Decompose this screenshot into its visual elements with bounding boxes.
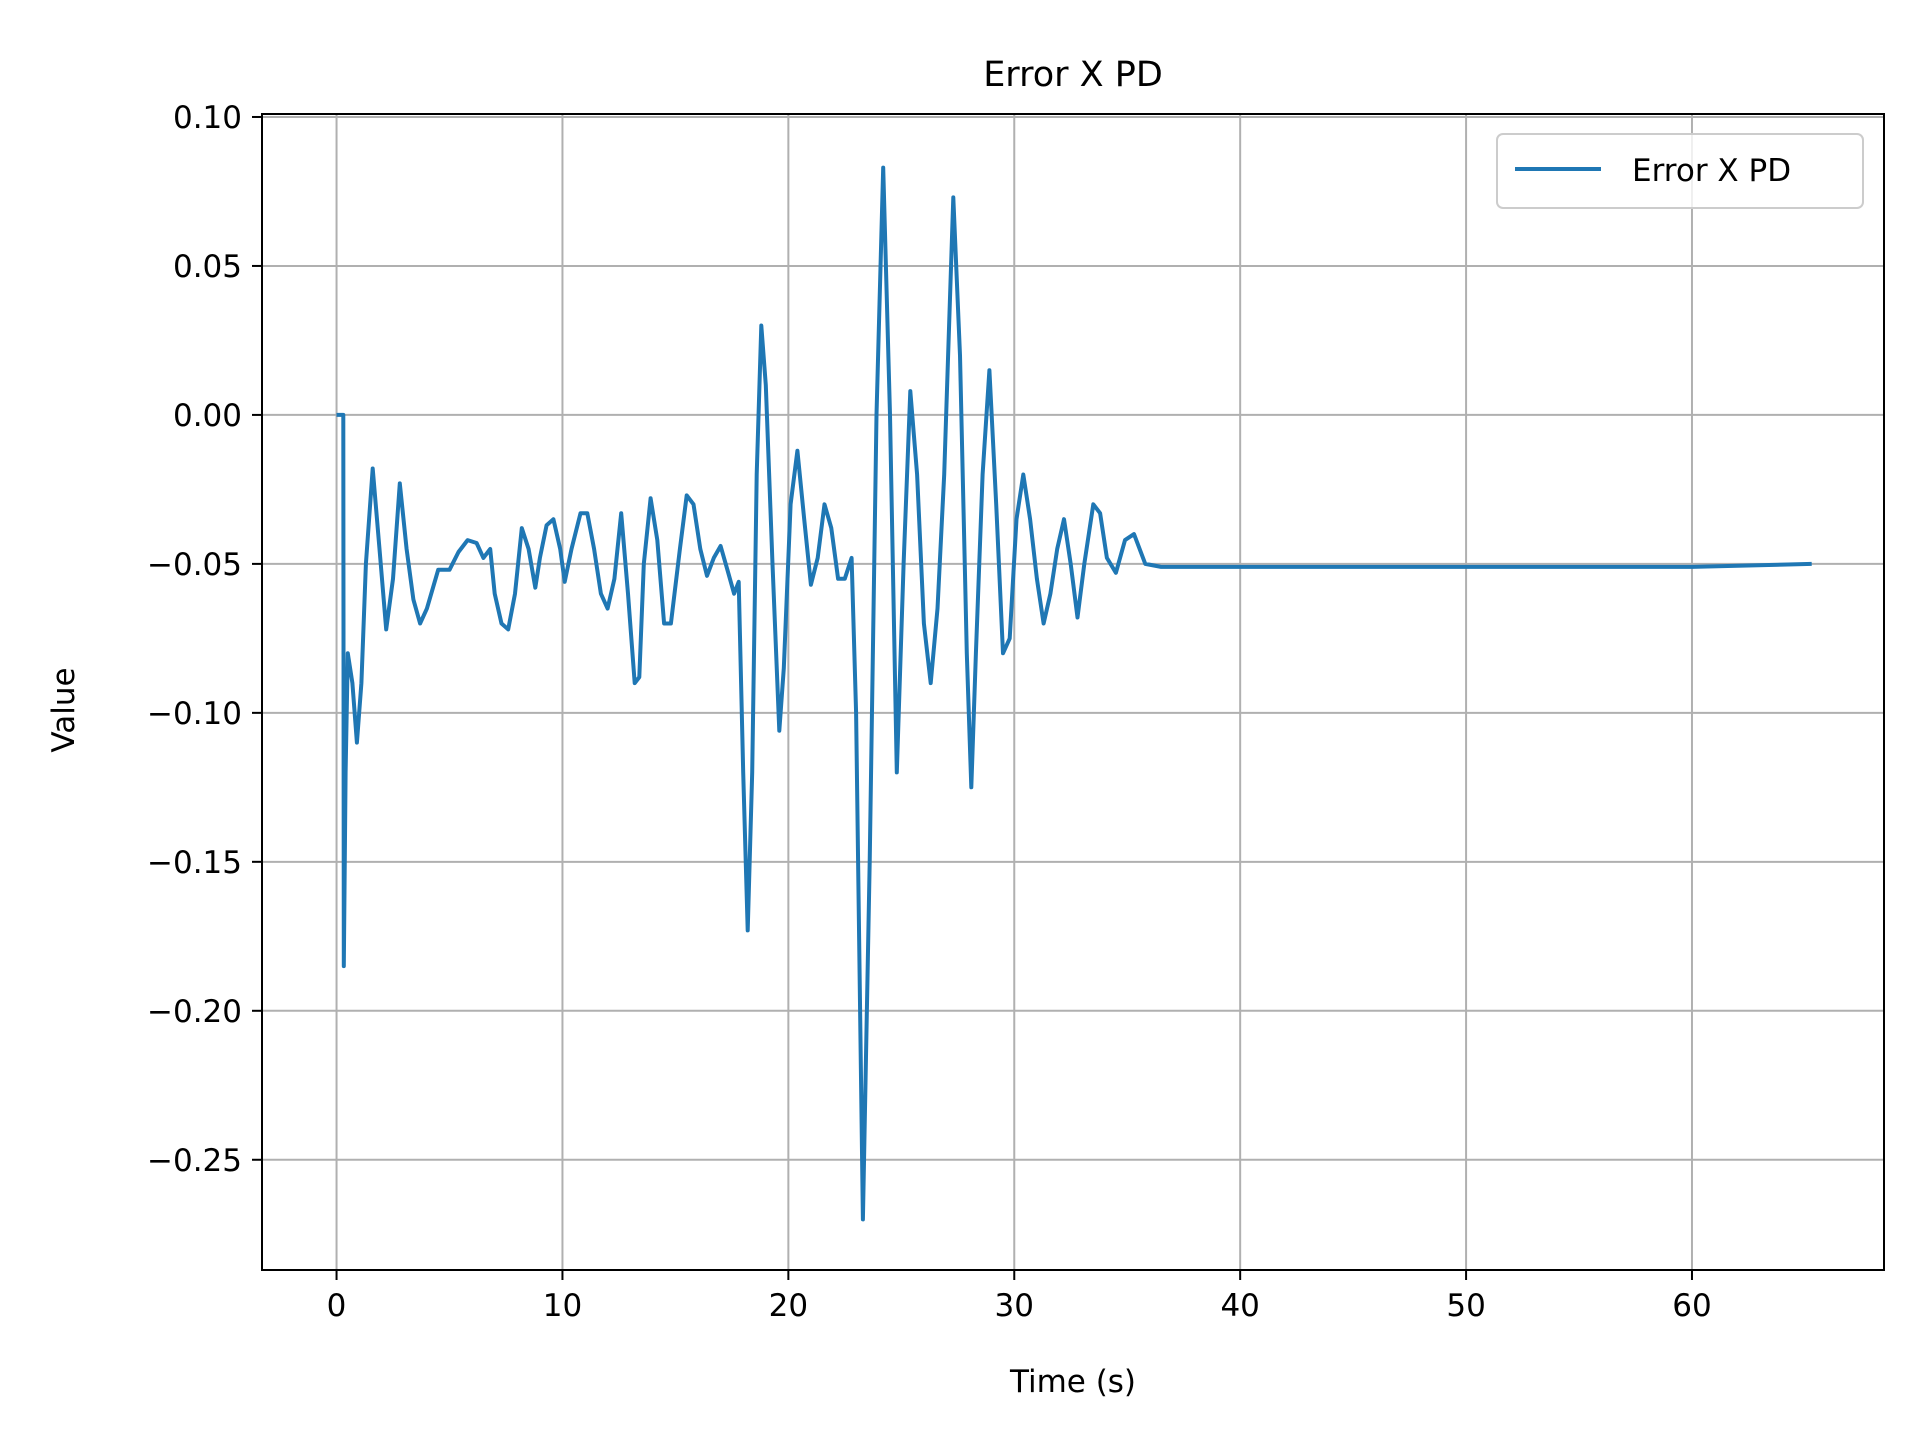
x-tick-label: 0: [327, 1288, 347, 1324]
y-tick-label: −0.25: [147, 1143, 242, 1179]
y-tick-label: 0.10: [173, 100, 242, 136]
y-tick-label: 0.05: [173, 249, 242, 285]
legend-label: Error X PD: [1632, 153, 1791, 189]
legend-box: [1496, 133, 1864, 209]
x-axis-label: Time (s): [1009, 1364, 1136, 1400]
x-tick-label: 30: [995, 1288, 1034, 1324]
legend: Error X PD: [1496, 133, 1864, 209]
x-tick-label: 40: [1220, 1288, 1259, 1324]
y-axis-ticks: 0.10 0.05 0.00 −0.05 −0.10 −0.15 −0.20 −0.25: [147, 100, 262, 1179]
x-tick-label: 50: [1446, 1288, 1485, 1324]
chart-title: Error X PD: [983, 55, 1163, 95]
x-tick-label: 10: [543, 1288, 582, 1324]
series-line-error-x-pd: [336, 165, 1812, 1222]
y-tick-label: −0.05: [147, 547, 242, 583]
y-tick-label: −0.20: [147, 994, 242, 1030]
series-layer: [336, 165, 1812, 1222]
y-tick-label: −0.15: [147, 845, 242, 881]
x-axis-ticks: 0 10 20 30 40 50 60: [327, 1270, 1712, 1324]
x-tick-label: 60: [1672, 1288, 1711, 1324]
plot-area-frame: [261, 113, 1885, 1271]
y-tick-label: −0.10: [147, 696, 242, 732]
y-axis-label: Value: [46, 667, 82, 752]
x-tick-label: 20: [769, 1288, 808, 1324]
y-tick-label: 0.00: [173, 398, 242, 434]
